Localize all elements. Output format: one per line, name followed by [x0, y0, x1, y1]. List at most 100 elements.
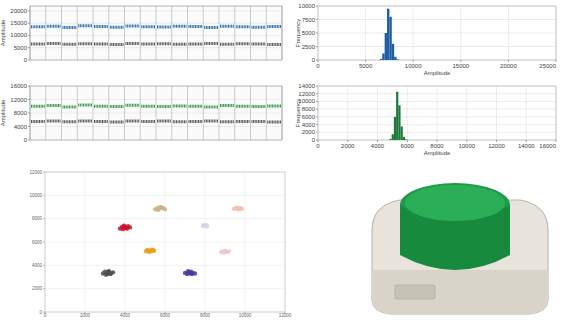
y-tick-label: 12000: [29, 170, 42, 175]
y-tick-label: 4000: [32, 263, 43, 268]
y-tick-label: 0: [312, 137, 316, 143]
y-tick-label: 2000: [302, 129, 316, 135]
droplet-band: [236, 25, 250, 28]
tick-mark: [316, 93, 318, 94]
tick-mark: [365, 60, 366, 62]
droplet-band: [204, 42, 218, 45]
well-divider: [250, 86, 251, 140]
grid-line: [45, 172, 46, 312]
well-divider: [93, 6, 94, 60]
histogram-bar: [397, 59, 399, 60]
grid-line: [556, 6, 557, 60]
well-divider: [30, 6, 31, 60]
droplet-point: [152, 249, 156, 253]
y-tick-label: 2000: [32, 286, 43, 291]
droplet-point: [151, 248, 155, 252]
droplet-band: [78, 42, 92, 45]
y-tick-label: 2500: [302, 44, 316, 50]
well-divider: [61, 6, 62, 60]
tick-mark: [28, 86, 30, 87]
well-divider: [45, 6, 46, 60]
histogram-bar: [389, 139, 391, 140]
grid-line: [318, 6, 556, 7]
tick-mark: [43, 265, 45, 266]
well-divider: [108, 86, 109, 140]
y-tick-label: 12000: [298, 91, 315, 97]
well-divider: [140, 6, 141, 60]
tick-mark: [466, 140, 467, 142]
droplet-band: [94, 105, 108, 108]
droplet-band: [189, 105, 203, 108]
y-tick-label: 10000: [29, 193, 42, 198]
well-divider: [140, 86, 141, 140]
histogram-bar: [403, 137, 405, 140]
droplet-band: [157, 42, 171, 45]
x-tick-label: 8000: [200, 313, 211, 318]
histogram-bar: [385, 33, 387, 60]
x-tick-label: 16000: [539, 143, 556, 149]
grid-line: [318, 60, 556, 61]
tick-mark: [43, 242, 45, 243]
tick-mark: [526, 140, 527, 142]
canvas: 05000100001500020000Amplitude02500500075…: [0, 0, 562, 324]
droplet-band: [236, 42, 250, 45]
droplet-point: [158, 205, 162, 209]
y-tick-label: 8000: [32, 216, 43, 221]
x-axis-title: Amplitude: [424, 70, 451, 76]
grid-line: [245, 172, 246, 312]
droplet-point: [145, 248, 149, 252]
marks: [31, 105, 281, 122]
well-divider: [187, 6, 188, 60]
histogram-bar: [394, 57, 396, 60]
grid-line: [466, 86, 467, 140]
y-axis-title: Amplitude: [0, 19, 6, 46]
tick-mark: [316, 33, 318, 34]
well-divider: [108, 6, 109, 60]
droplet-band: [173, 25, 187, 28]
droplet-band: [31, 25, 45, 28]
grid-line: [125, 172, 126, 312]
y-tick-label: 20000: [10, 8, 27, 14]
y-axis-title: Frequency: [295, 99, 301, 127]
droplet-band: [252, 26, 266, 29]
droplet-band: [31, 43, 45, 46]
y-tick-label: 14000: [298, 83, 315, 89]
tick-mark: [28, 140, 30, 141]
grid-line: [85, 172, 86, 312]
well-divider: [282, 86, 283, 140]
x-tick-label: 0: [316, 63, 320, 69]
tick-mark: [316, 124, 318, 125]
droplet-band: [47, 120, 61, 123]
marks: [380, 9, 399, 60]
grid-line: [165, 172, 166, 312]
droplet-point: [122, 223, 126, 227]
y-tick-label: 10000: [10, 32, 27, 38]
tick-mark: [407, 140, 408, 142]
grid-line: [318, 19, 556, 20]
droplet-band: [110, 43, 124, 46]
droplet-band: [189, 120, 203, 123]
well-divider: [266, 6, 267, 60]
droplet-band: [173, 120, 187, 123]
x-tick-label: 6000: [160, 313, 171, 318]
y-tick-label: 0: [24, 137, 28, 143]
well-divider: [93, 86, 94, 140]
droplet-band: [78, 24, 92, 27]
tick-mark: [43, 172, 45, 173]
tick-mark: [377, 140, 378, 142]
y-tick-label: 12000: [10, 97, 27, 103]
droplet-band: [220, 43, 234, 46]
marks: [389, 92, 407, 140]
well-divider: [30, 86, 31, 140]
y-tick-label: 16000: [10, 83, 27, 89]
droplet-band: [189, 43, 203, 46]
well-divider: [234, 86, 235, 140]
droplet-band: [204, 105, 218, 108]
tick-mark: [43, 288, 45, 289]
tick-mark: [508, 60, 509, 62]
tick-mark: [318, 60, 319, 62]
y-tick-label: 7500: [302, 17, 316, 23]
droplet-band: [94, 43, 108, 46]
y-tick-label: 4000: [14, 124, 28, 130]
droplet-band: [252, 105, 266, 108]
